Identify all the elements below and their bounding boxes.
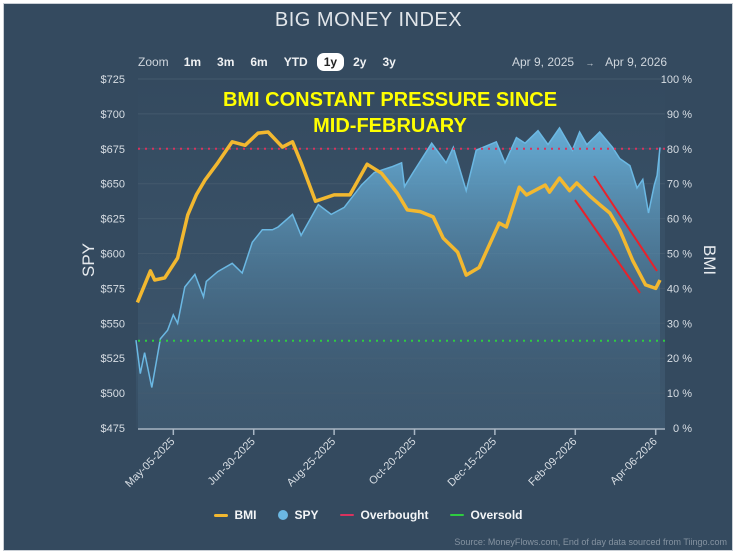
oversold-swatch-icon [450,514,465,516]
zoom-label: Zoom [138,55,169,69]
chart-title: BIG MONEY INDEX [274,9,463,31]
right-tick-label: 30 % [667,318,692,330]
legend-label: BMI [234,508,257,522]
spy-swatch-icon [278,510,289,520]
right-tick-label: 10 % [667,388,692,400]
zoom-2y-button[interactable]: 2y [353,55,367,69]
x-tick-label: Dec-15-2025 [446,436,499,489]
left-tick-label: $700 [101,109,125,121]
right-tick-label: 70 % [667,179,692,191]
right-tick-label: 90 % [667,109,692,121]
zoom-1m-button[interactable]: 1m [183,55,202,69]
left-tick-label: $675 [101,144,125,156]
x-tick-label: Feb-09-2026 [526,436,579,489]
right-tick-label: 100 % [661,74,692,86]
overbought-swatch-icon [340,514,355,516]
left-tick-label: $575 [101,283,125,295]
legend-item-oversold[interactable]: Oversold [450,508,523,522]
trend-line-lower [574,199,641,294]
left-tick-label: $650 [101,179,125,191]
legend-item-spy[interactable]: SPY [278,508,318,522]
zoom-selector: Zoom 1m 3m 6m YTD 1y 2y 3y [138,53,405,71]
right-tick-label: 40 % [667,283,692,295]
zoom-ytd-button[interactable]: YTD [283,55,308,69]
zoom-3y-button[interactable]: 3y [382,55,396,69]
right-tick-label: 20 % [667,353,692,365]
zoom-6m-button[interactable]: 6m [250,55,268,69]
spy-line [135,126,661,388]
left-tick-label: $525 [101,353,125,365]
range-from-input[interactable]: Apr 9, 2025 [512,55,575,69]
annotation-line-2: MID-FEBRUARY [313,115,467,137]
right-tick-label: 0 % [673,423,692,435]
legend: BMI SPY Overbought Oversold [0,508,737,522]
right-tick-label: 80 % [667,144,692,156]
left-tick-label: $625 [101,214,125,226]
annotation-line-1: BMI CONSTANT PRESSURE SINCE [222,89,558,111]
x-tick-label: May-05-2025 [123,436,177,490]
zoom-1y-button[interactable]: 1y [316,53,345,71]
bmi-swatch-icon [214,513,229,517]
legend-label: SPY [294,508,319,522]
x-tick-label: Apr-06-2026 [608,436,660,488]
right-tick-label: 60 % [667,214,692,226]
date-range: Apr 9, 2025 → Apr 9, 2026 [512,55,675,69]
left-tick-label: $600 [101,249,125,261]
zoom-3m-button[interactable]: 3m [217,55,235,69]
legend-label: Overbought [360,508,429,522]
legend-label: Oversold [470,508,523,522]
legend-item-bmi[interactable]: BMI [214,508,256,522]
trend-line-upper [593,175,658,272]
legend-item-overbought[interactable]: Overbought [340,508,428,522]
left-tick-label: $500 [101,388,125,400]
right-tick-label: 50 % [667,249,692,261]
range-to-input[interactable]: Apr 9, 2026 [605,55,668,69]
annotation-text: BMI CONSTANT PRESSURE SINCE MID-FEBRUARY [150,87,630,139]
spy-area [136,127,660,429]
range-arrow-icon: → [585,58,595,68]
source-credit: Source: MoneyFlows.com, End of day data … [454,537,727,547]
x-tick-label: Aug-25-2025 [285,436,338,489]
left-tick-label: $725 [101,74,125,86]
left-axis-title: SPY [79,242,99,278]
x-tick-label: Jun-30-2025 [206,436,258,488]
left-tick-label: $475 [101,423,125,435]
bmi-line [135,130,662,304]
left-tick-label: $550 [101,318,125,330]
right-axis-title: BMI [700,244,720,276]
x-tick-label: Oct-20-2025 [367,436,419,488]
